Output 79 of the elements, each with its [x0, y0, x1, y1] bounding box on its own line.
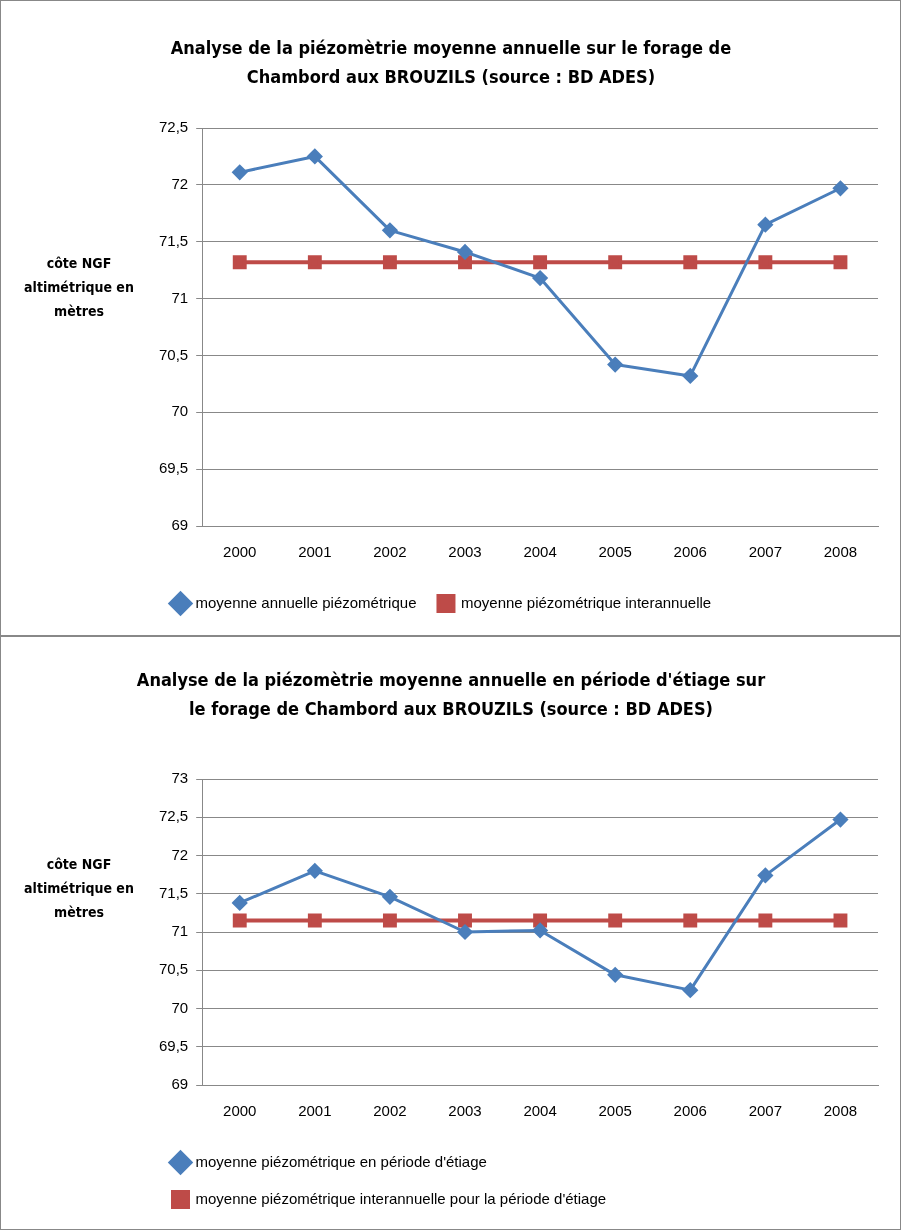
y-tick-label: 72,5	[158, 118, 189, 136]
x-tick-label: 2007	[748, 1102, 783, 1120]
x-tick-label: 2006	[673, 543, 707, 561]
y-tick-label: 72	[171, 845, 189, 863]
x-tick-label: 2004	[523, 543, 557, 561]
x-tick-label: 2007	[748, 543, 783, 561]
point	[457, 244, 473, 260]
y-tick-label: 69,5	[158, 459, 189, 477]
point	[832, 180, 848, 196]
y-tick-label: 70	[171, 402, 189, 420]
y-tick-label: 70,5	[158, 345, 189, 363]
point	[382, 889, 398, 905]
legend-label: moyenne piézométrique en période d'étiage	[195, 1152, 487, 1170]
point	[607, 967, 623, 983]
legend-label: moyenne piézométrique interannuelle pour la période d'étiage	[195, 1189, 607, 1207]
point	[532, 270, 548, 286]
x-tick-label: 2001	[298, 1102, 332, 1120]
x-tick-label: 2008	[823, 543, 858, 561]
y-tick-label: 70	[171, 998, 189, 1016]
point	[683, 255, 698, 270]
y-tick-label: 73	[171, 769, 189, 787]
y-tick-label: 72	[171, 175, 189, 192]
x-tick-label: 2000	[223, 1102, 257, 1120]
point	[682, 368, 698, 384]
x-tick-label: 2004	[523, 1102, 557, 1120]
point	[832, 812, 848, 828]
y-axis-title: côte NGF altimétrique en mètres	[23, 254, 135, 321]
x-tick-label: 2005	[598, 543, 632, 561]
point	[307, 913, 322, 928]
y-tick-label: 71,5	[158, 883, 189, 901]
point	[458, 913, 472, 928]
chart-title: Analyse de la piézomètrie moyenne annuelle sur le forage de Chambord aux BROUZILS (source : BD ADES)	[169, 36, 733, 89]
y-tick-label: 71	[171, 922, 189, 940]
point	[608, 255, 623, 270]
point	[458, 255, 472, 270]
point	[758, 913, 773, 928]
point	[683, 913, 698, 928]
x-tick-label: 2001	[298, 543, 332, 561]
x-tick-label: 2003	[448, 1102, 482, 1120]
legend-label: moyenne piézométrique interannuelle	[460, 593, 712, 611]
point	[307, 255, 322, 270]
y-tick-label: 69	[171, 516, 189, 534]
point	[532, 922, 548, 938]
point	[758, 255, 773, 270]
point	[307, 148, 323, 164]
point	[382, 255, 397, 270]
point	[608, 913, 623, 928]
point	[757, 867, 773, 883]
point	[232, 895, 248, 911]
y-tick-label: 71,5	[158, 231, 189, 249]
y-tick-label: 69	[171, 1075, 189, 1093]
legend-label: moyenne annuelle piézométrique	[195, 593, 417, 611]
y-axis-title: côte NGF altimétrique en mètres	[23, 855, 135, 922]
chart-title: Analyse de la piézomètrie moyenne annuelle en période d'étiage sur le forage de Chambord aux BROUZILS (source : BD ADES)	[135, 668, 767, 721]
point	[757, 217, 773, 233]
point	[232, 164, 248, 180]
x-tick-label: 2002	[373, 1102, 407, 1120]
point	[833, 913, 848, 928]
x-tick-label: 2005	[598, 1102, 632, 1120]
point	[533, 913, 548, 928]
point	[682, 982, 698, 998]
point	[833, 255, 848, 270]
point	[232, 913, 247, 928]
point	[382, 222, 398, 238]
x-tick-label: 2000	[223, 543, 257, 561]
x-tick-label: 2008	[823, 1102, 858, 1120]
point	[382, 913, 397, 928]
y-tick-label: 71	[171, 288, 189, 306]
x-tick-label: 2002	[373, 543, 407, 561]
x-tick-label: 2003	[448, 543, 482, 561]
point	[607, 357, 623, 373]
y-tick-label: 69,5	[158, 1036, 189, 1054]
y-tick-label: 72,5	[158, 807, 189, 825]
point	[457, 924, 473, 940]
x-tick-label: 2006	[673, 1102, 707, 1120]
y-tick-label: 70,5	[158, 960, 189, 978]
point	[307, 863, 323, 879]
point	[533, 255, 548, 270]
point	[232, 255, 247, 270]
